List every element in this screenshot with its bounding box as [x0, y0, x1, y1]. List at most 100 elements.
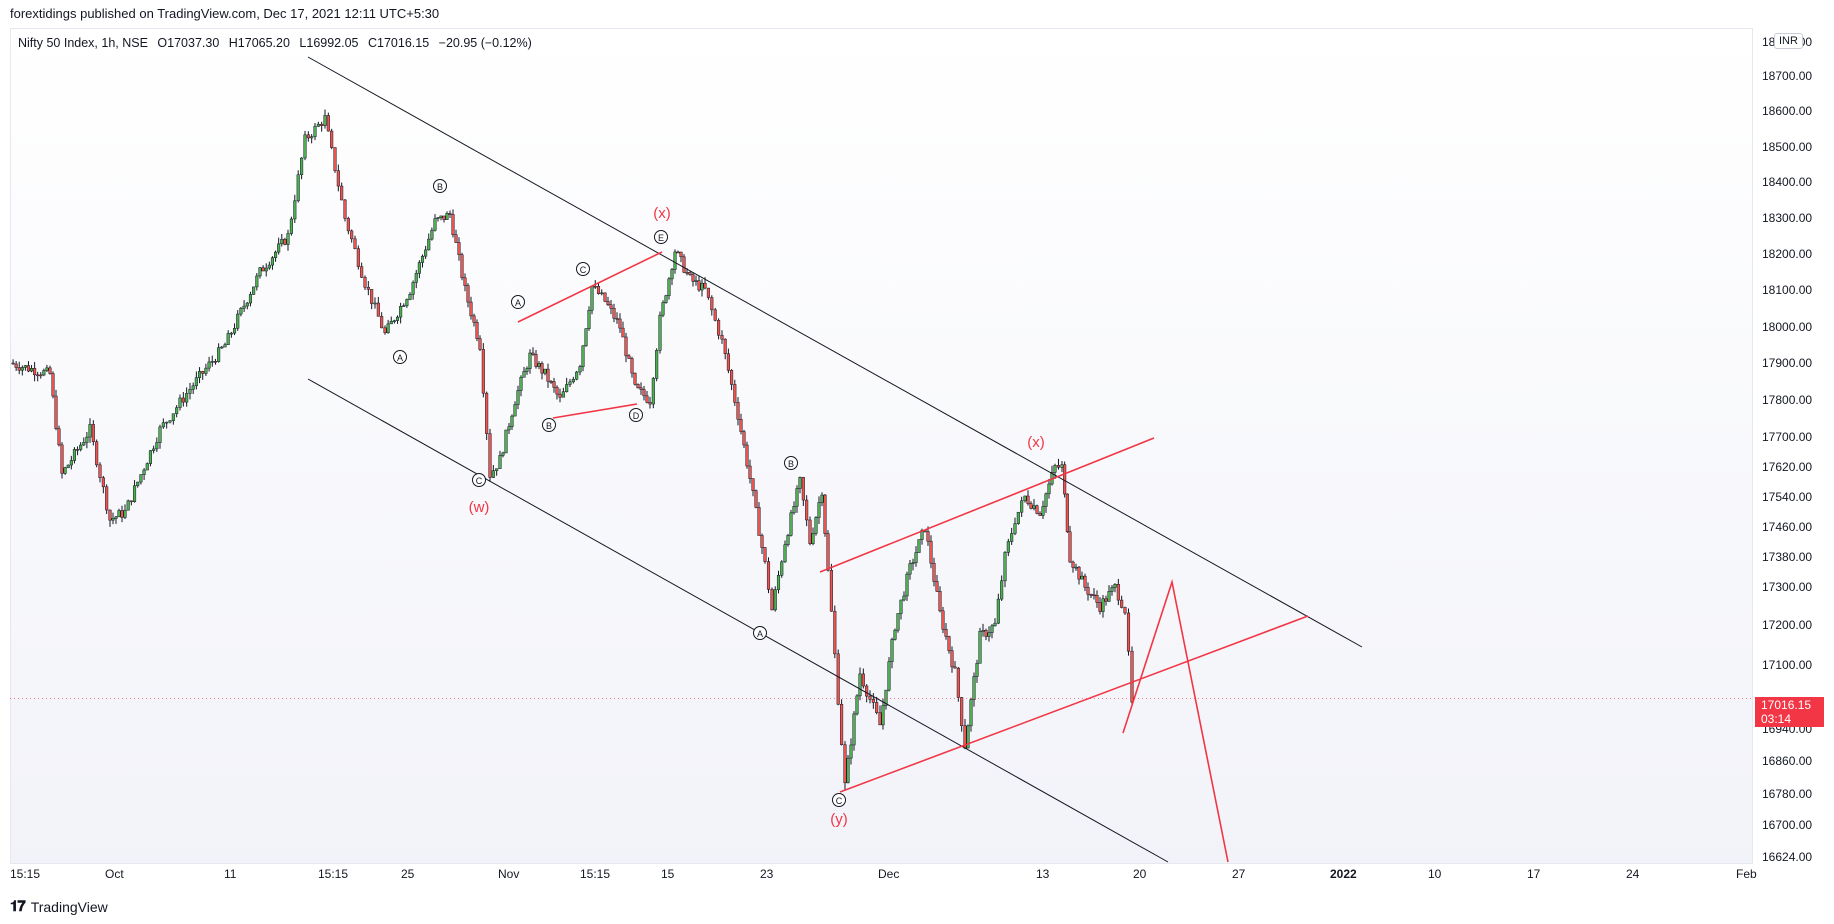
candle-up: [286, 233, 290, 245]
candle-down: [1068, 531, 1072, 563]
candle-down: [751, 478, 755, 491]
candle-down: [808, 519, 812, 544]
candle-up: [255, 275, 259, 288]
candle-up: [817, 502, 821, 518]
candle-down: [201, 371, 205, 374]
wave-label: D: [633, 411, 640, 421]
legend-open: O17037.30: [157, 36, 220, 50]
candle-up: [786, 535, 790, 545]
candle-up: [795, 488, 799, 507]
candle-up: [1041, 506, 1045, 516]
candle-down: [717, 320, 721, 336]
candle-up: [123, 509, 127, 518]
candle-up: [987, 632, 991, 637]
candle-up: [280, 238, 284, 245]
candle-down: [549, 381, 553, 383]
candle-up: [69, 460, 73, 466]
candle-up: [700, 282, 704, 291]
candle-down: [120, 510, 124, 518]
candle-down: [840, 704, 844, 745]
candle-down: [1104, 598, 1108, 602]
projection-path: [1122, 578, 1229, 863]
candle-down: [481, 349, 485, 394]
wave-label: E: [658, 233, 664, 243]
candle-up: [85, 436, 89, 443]
candle-down: [618, 318, 622, 329]
candle-up: [1016, 511, 1020, 524]
candle-down: [603, 292, 607, 302]
tradingview-logo-icon[interactable]: 𝟏𝟕: [10, 898, 26, 915]
candle-up: [667, 278, 671, 296]
last-price-value: 17016.15: [1761, 698, 1812, 712]
candle-down: [129, 500, 133, 503]
x-tick-label: Nov: [498, 867, 519, 881]
candle-down: [26, 365, 31, 372]
wave-label: A: [397, 353, 403, 363]
bar-countdown: 03:14: [1761, 712, 1792, 726]
x-tick-label: Oct: [105, 867, 124, 881]
candle-down: [540, 363, 544, 374]
candle-down: [865, 685, 869, 697]
candle-up: [899, 599, 903, 614]
wave-label-circle: [832, 793, 846, 807]
legend-low: L16992.05: [299, 36, 359, 50]
candle-down: [742, 431, 746, 446]
currency-label[interactable]: INR: [1774, 33, 1803, 49]
candle-down: [340, 185, 344, 201]
candle-up: [270, 257, 274, 266]
candle-up: [978, 630, 982, 664]
candle-down: [1077, 566, 1081, 580]
candle-down: [697, 280, 701, 291]
candle-up: [578, 366, 582, 373]
candle-up: [236, 313, 240, 329]
candle-down: [346, 218, 350, 232]
candle-up: [820, 494, 824, 503]
candle-up: [1110, 587, 1114, 592]
y-tick-label: 18600.00: [1762, 104, 1812, 118]
candle-down: [457, 242, 461, 255]
candle-up: [776, 575, 781, 590]
candle-down: [472, 315, 476, 323]
candle-down: [101, 477, 105, 488]
x-tick-label: 25: [401, 867, 415, 881]
candle-up: [670, 269, 674, 280]
candle-down: [823, 494, 827, 534]
y-tick-label: 17900.00: [1762, 356, 1812, 370]
candle-up: [996, 598, 1000, 624]
footer-brand[interactable]: TradingView: [30, 898, 108, 915]
wave-label-circle: [511, 295, 525, 309]
candle-down: [353, 238, 357, 249]
x-tick-label: Dec: [878, 867, 899, 881]
candle-up: [223, 344, 227, 348]
candle-up: [433, 218, 437, 231]
candle-down: [648, 402, 652, 405]
candle-down: [801, 477, 805, 501]
candle-down: [356, 248, 360, 267]
candle-down: [953, 666, 957, 669]
candle-down: [33, 368, 37, 376]
y-tick-label: 17700.00: [1762, 430, 1812, 444]
candle-up: [165, 421, 169, 424]
wave-label-circle: [542, 418, 556, 432]
wave-label: B: [788, 459, 794, 469]
candle-up: [975, 663, 979, 677]
candle-up: [852, 713, 856, 746]
legend-symbol: Nifty 50 Index, 1h, NSE: [18, 36, 148, 50]
candle-up: [561, 391, 565, 398]
candle-down: [360, 266, 364, 278]
candle-up: [42, 370, 46, 376]
candle-down: [1026, 495, 1030, 504]
candle-down: [763, 547, 767, 562]
candle-up: [191, 385, 195, 390]
candle-up: [66, 464, 70, 469]
candle-down: [733, 384, 737, 403]
candle-up: [664, 295, 668, 303]
candle-up: [171, 413, 175, 421]
wave-label-circle: [433, 179, 447, 193]
candle-up: [323, 115, 327, 126]
candle-down: [454, 234, 458, 243]
x-tick-label: Feb: [1736, 867, 1757, 881]
candle-up: [175, 407, 179, 414]
candle-down: [642, 389, 646, 397]
